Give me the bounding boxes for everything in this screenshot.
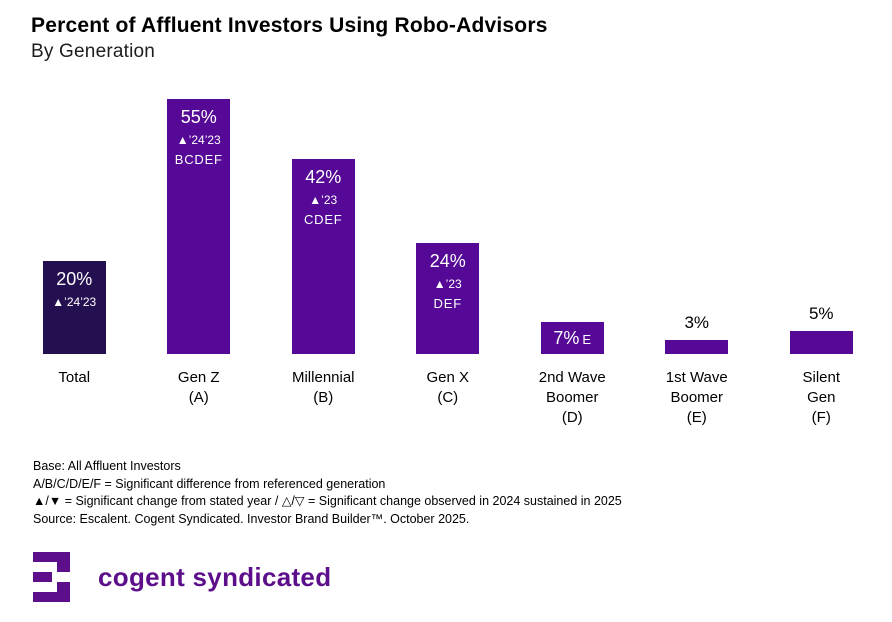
bar-change-annotation-millennial: ▲’23 [309,193,338,207]
category-label-gen-x: Gen X (C) [426,369,470,406]
bar-column-total: 20% ▲’24’23 [12,98,137,354]
bar-value-label-2nd-wave-boomer: 7% [553,327,580,348]
header: Percent of Affluent Investors Using Robo… [31,14,548,63]
page-subtitle: By Generation [31,41,156,62]
bar-change-annotation-gen-z: ▲’24’23 [176,133,221,147]
footnote-sig-triangles: ▲/▼ = Significant change from stated yea… [33,494,622,508]
bar-change-annotation-gen-x: ▲’23 [433,277,462,291]
bar-value-line-millennial: 42% [305,167,341,188]
category-label-1st-wave-boomer: 1st Wave Boomer (E) [665,369,728,426]
category-label-2nd-wave-boomer: 2nd Wave Boomer (D) [538,369,606,426]
bar-value-label-total: 20% [56,269,93,289]
category-label-silent-gen: Silent Gen (F) [802,369,841,426]
category-label-total: Total [58,369,91,386]
category-label-gen-z: Gen Z (A) [177,369,220,406]
bar-column-millennial: 42% ▲’23 CDEF [261,98,386,354]
bar-sig-letters-millennial: CDEF [303,212,343,227]
bar-value-line-gen-z: 55% [181,107,217,128]
logo-wordmark: cogent syndicated [98,561,332,592]
bar-sig-letters-gen-x: DEF [433,296,462,311]
bar-column-gen-x: 24% ▲’23 DEF [386,98,511,354]
cogent-e-mark-icon [33,552,70,602]
bar-value-label-gen-x: 24% [429,251,466,271]
bar-sig-letters-gen-z: BCDEF [174,152,223,167]
category-label-millennial: Millennial (B) [291,369,355,406]
bar-value-line-2nd-wave-boomer: 7% E [553,328,591,349]
bar-value-label-silent-gen: 5% [808,304,834,323]
bar-value-label-gen-z: 55% [180,107,217,127]
bar-silent-gen [789,331,853,354]
bar-value-line-gen-x: 24% [430,251,466,272]
bar-value-label-1st-wave-boomer: 3% [684,313,710,332]
bar-sig-letter-2nd-wave-boomer: E [582,331,592,347]
bar-value-label-millennial: 42% [305,167,342,187]
footnote-source: Source: Escalent. Cogent Syndicated. Inv… [33,511,470,526]
bar-chart: 20% ▲’24’23 55% ▲’24’23 BCDEF 42% ▲’23 CDEF 24% ▲… [12,98,884,354]
bar-1st-wave-boomer [665,340,729,354]
bar-value-line-total: 20% [56,269,92,290]
bar-gen-x: 24% ▲’23 DEF [416,243,480,354]
bar-column-2nd-wave-boomer: 7% E [510,98,635,354]
bar-column-1st-wave-boomer: 3% [635,98,760,354]
bar-millennial: 42% ▲’23 CDEF [291,159,355,354]
bar-column-silent-gen: 5% [759,98,884,354]
bar-column-gen-z: 55% ▲’24’23 BCDEF [137,98,262,354]
bar-total: 20% ▲’24’23 [42,261,106,354]
bar-change-annotation-total: ▲’24’23 [52,295,97,309]
page-title: Percent of Affluent Investors Using Robo… [31,14,548,37]
bar-gen-z: 55% ▲’24’23 BCDEF [167,99,231,354]
category-labels: Total Gen Z (A) Millennial (B) Gen X (C) 2nd… [12,368,884,428]
footnote-sig-letters: A/B/C/D/E/F = Significant difference fro… [33,476,386,491]
logo: cogent syndicated [33,552,331,602]
footnote-base: Base: All Affluent Investors [33,459,181,473]
bar-2nd-wave-boomer: 7% E [540,322,604,354]
footnotes: Base: All Affluent Investors A/B/C/D/E/F… [33,458,622,528]
